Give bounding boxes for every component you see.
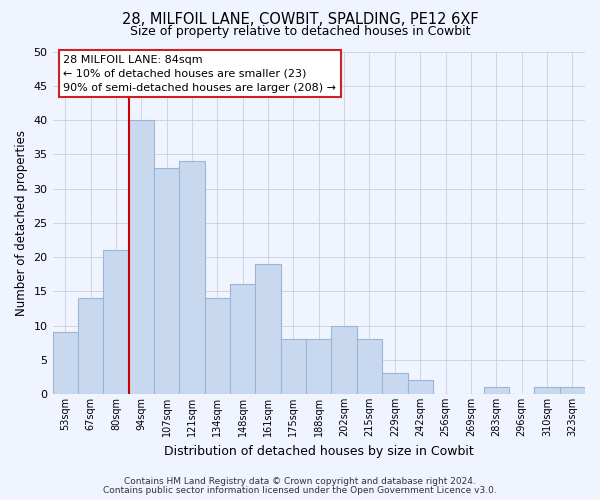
Bar [78, 298, 103, 394]
Text: 28, MILFOIL LANE, COWBIT, SPALDING, PE12 6XF: 28, MILFOIL LANE, COWBIT, SPALDING, PE12… [122, 12, 478, 28]
Bar [382, 374, 407, 394]
Bar [484, 387, 509, 394]
Bar [103, 250, 128, 394]
Bar [154, 168, 179, 394]
Bar [534, 387, 560, 394]
Text: Contains public sector information licensed under the Open Government Licence v3: Contains public sector information licen… [103, 486, 497, 495]
Text: Size of property relative to detached houses in Cowbit: Size of property relative to detached ho… [130, 25, 470, 38]
Bar [230, 284, 256, 394]
Bar [256, 264, 281, 394]
Bar [306, 339, 331, 394]
Text: 28 MILFOIL LANE: 84sqm
← 10% of detached houses are smaller (23)
90% of semi-det: 28 MILFOIL LANE: 84sqm ← 10% of detached… [63, 55, 336, 93]
Bar [357, 339, 382, 394]
Bar [53, 332, 78, 394]
Bar [407, 380, 433, 394]
Bar [179, 161, 205, 394]
Bar [205, 298, 230, 394]
Bar [560, 387, 585, 394]
Y-axis label: Number of detached properties: Number of detached properties [15, 130, 28, 316]
X-axis label: Distribution of detached houses by size in Cowbit: Distribution of detached houses by size … [164, 444, 473, 458]
Text: Contains HM Land Registry data © Crown copyright and database right 2024.: Contains HM Land Registry data © Crown c… [124, 477, 476, 486]
Bar [331, 326, 357, 394]
Bar [128, 120, 154, 394]
Bar [281, 339, 306, 394]
